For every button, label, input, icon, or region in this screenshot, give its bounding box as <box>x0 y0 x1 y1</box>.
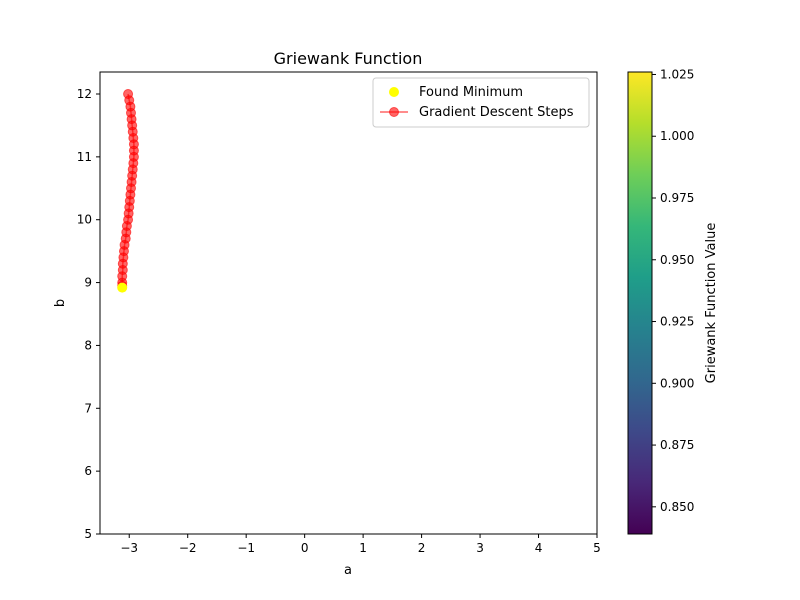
y-tick-label: 10 <box>77 213 92 227</box>
y-tick-label: 11 <box>77 150 92 164</box>
legend-gradient-steps-marker <box>389 107 399 117</box>
colorbar: 0.850 0.875 0.900 0.925 0.950 0.975 1.000 1.025… <box>627 67 719 535</box>
x-tick-label: −1 <box>237 541 255 555</box>
colorbar-tick-label: 0.850 <box>660 500 694 514</box>
chart-title: Griewank Function <box>274 49 423 68</box>
colorbar-tick-label: 0.900 <box>660 376 694 390</box>
y-tick-label: 5 <box>84 527 92 541</box>
x-tick-label: 2 <box>418 541 426 555</box>
legend-box <box>372 77 590 128</box>
legend-found-minimum-label: Found Minimum <box>419 85 523 100</box>
x-axis: −3 −2 −1 0 1 2 3 4 5 <box>120 534 601 555</box>
y-tick-label: 6 <box>84 464 92 478</box>
colorbar-frame <box>627 71 653 535</box>
legend: Found Minimum Gradient Descent Steps <box>372 77 590 128</box>
y-tick-label: 7 <box>84 401 92 415</box>
legend-gradient-steps-label: Gradient Descent Steps <box>419 105 574 120</box>
plot-frame <box>99 71 598 535</box>
x-tick-label: 5 <box>593 541 601 555</box>
x-axis-label: a <box>344 563 352 578</box>
colorbar-tick-label: 1.000 <box>660 129 694 143</box>
y-tick-label: 12 <box>77 87 92 101</box>
y-tick-label: 8 <box>84 338 92 352</box>
colorbar-ticks: 0.850 0.875 0.900 0.925 0.950 0.975 1.000 1.025 <box>652 67 694 514</box>
x-tick-label: 4 <box>535 541 543 555</box>
x-tick-label: −3 <box>120 541 138 555</box>
colorbar-tick-label: 0.975 <box>660 191 694 205</box>
colorbar-tick-label: 1.025 <box>660 67 694 81</box>
y-axis: 5 6 7 8 9 10 11 12 <box>77 87 100 541</box>
legend-found-minimum-marker <box>389 87 399 97</box>
x-tick-label: 3 <box>476 541 484 555</box>
colorbar-tick-label: 0.875 <box>660 438 694 452</box>
y-tick-label: 9 <box>84 276 92 290</box>
colorbar-tick-label: 0.925 <box>660 315 694 329</box>
colorbar-gradient <box>628 72 652 534</box>
found-minimum-point <box>117 282 128 293</box>
x-tick-label: −2 <box>179 541 197 555</box>
series-layer <box>117 89 139 293</box>
y-axis-label: b <box>53 299 68 307</box>
x-tick-label: 0 <box>301 541 309 555</box>
colorbar-tick-label: 0.950 <box>660 253 694 267</box>
x-tick-label: 1 <box>359 541 367 555</box>
plot-area <box>100 72 597 534</box>
colorbar-label: Griewank Function Value <box>704 223 719 384</box>
